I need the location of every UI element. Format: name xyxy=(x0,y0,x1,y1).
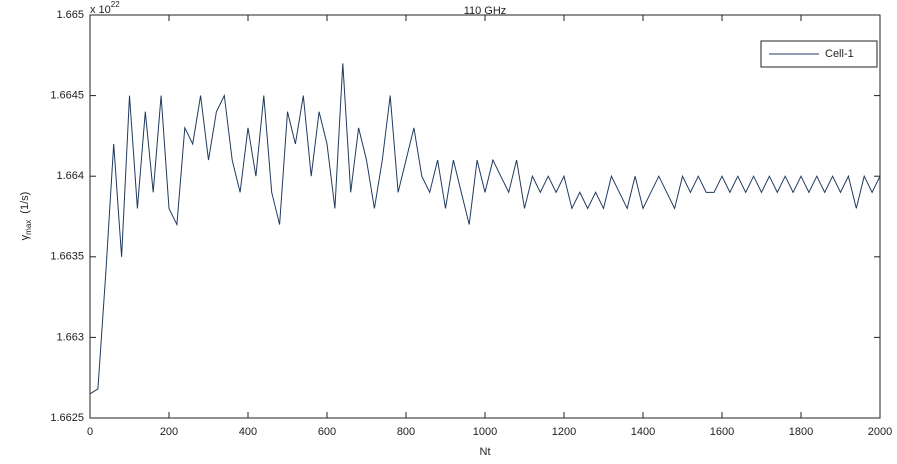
y-tick-label: 1.665 xyxy=(56,9,84,21)
x-tick-label: 1600 xyxy=(710,426,734,438)
x-tick-label: 1200 xyxy=(552,426,576,438)
data-line xyxy=(89,63,881,395)
y-multiplier: x 1022 xyxy=(90,0,120,16)
x-tick-label: 1000 xyxy=(473,426,497,438)
multiplier-exponent: 22 xyxy=(111,0,120,9)
x-axis-label: Nt xyxy=(480,446,491,458)
plot-area xyxy=(89,14,881,419)
x-tick-label: 400 xyxy=(239,426,257,438)
legend-label: Cell-1 xyxy=(825,48,854,60)
x-tick-label: 1400 xyxy=(631,426,655,438)
multiplier-base: x 10 xyxy=(90,4,111,16)
y-tick-label: 1.6645 xyxy=(50,90,84,102)
y-label-symbol: γ xyxy=(19,234,31,240)
y-label-unit: (1/s) xyxy=(19,192,31,214)
y-label-subscript: max xyxy=(24,220,33,235)
y-tick-label: 1.663 xyxy=(56,331,84,343)
x-tick-label: 1800 xyxy=(789,426,813,438)
y-axis-label: γmax (1/s) xyxy=(19,192,33,241)
x-tick-label: 800 xyxy=(397,426,415,438)
x-tick-label: 600 xyxy=(318,426,336,438)
y-tick-label: 1.6635 xyxy=(50,251,84,263)
x-tick-label: 0 xyxy=(87,426,93,438)
x-tick-label: 2000 xyxy=(868,426,892,438)
y-tick-label: 1.664 xyxy=(56,170,84,182)
chart-title: 110 GHz xyxy=(464,5,507,17)
x-tick-label: 200 xyxy=(160,426,178,438)
y-tick-label: 1.6625 xyxy=(50,412,84,424)
